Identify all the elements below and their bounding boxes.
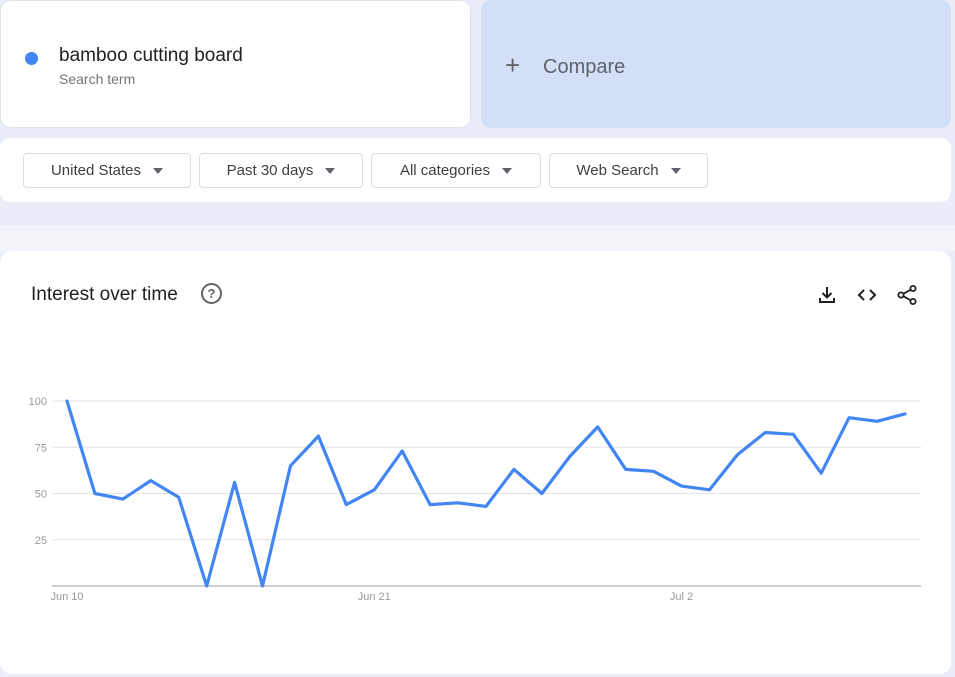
filter-region-label: United States — [50, 162, 142, 179]
compare-card[interactable] — [481, 0, 951, 128]
dropdown-caret-icon — [325, 167, 336, 174]
filter-search-type-label: Web Search — [576, 162, 659, 179]
dropdown-caret-icon — [670, 167, 681, 174]
filter-time-range[interactable]: Past 30 days — [199, 153, 363, 188]
y-axis-ticks: 25 50 75 100 — [29, 396, 47, 547]
filter-category[interactable]: All categories — [371, 153, 541, 188]
series-line-bamboo-cutting-board[interactable] — [65, 399, 907, 588]
term-color-dot — [25, 52, 38, 65]
plus-icon[interactable]: + — [505, 50, 521, 80]
filter-region[interactable]: United States — [23, 153, 191, 188]
y-tick-label: 75 — [35, 442, 47, 454]
filter-search-type[interactable]: Web Search — [549, 153, 708, 188]
search-term-card[interactable]: bamboo cutting board Search term — [0, 0, 471, 128]
y-tick-label: 25 — [35, 535, 47, 547]
filter-time-range-label: Past 30 days — [226, 162, 314, 179]
dropdown-caret-icon — [153, 167, 164, 174]
y-tick-label: 100 — [29, 396, 47, 408]
dropdown-caret-icon — [502, 167, 513, 174]
compare-button-label[interactable]: Compare — [543, 56, 626, 78]
x-tick-label: Jul 2 — [670, 591, 693, 603]
search-term-subtitle: Search term — [59, 71, 136, 87]
y-tick-label: 50 — [35, 489, 47, 501]
chart-title: Interest over time — [31, 284, 178, 305]
help-icon[interactable]: ? — [201, 283, 222, 304]
filter-bar: United States Past 30 days All categorie… — [0, 138, 951, 202]
download-icon[interactable] — [816, 284, 838, 306]
filter-category-label: All categories — [399, 162, 491, 179]
search-term-name[interactable]: bamboo cutting board — [59, 45, 243, 66]
chart-grid — [52, 400, 921, 541]
x-tick-label: Jun 10 — [50, 591, 83, 603]
x-tick-label: Jun 21 — [358, 591, 391, 603]
x-axis-ticks: Jun 10 Jun 21 Jul 2 — [50, 591, 693, 603]
interest-over-time-card: 25 50 75 100 Jun 10 Jun 21 Jul 2 Interest ove… — [0, 251, 951, 674]
embed-code-icon[interactable] — [856, 284, 878, 306]
share-icon[interactable] — [896, 284, 918, 306]
interest-chart: 25 50 75 100 Jun 10 Jun 21 Jul 2 — [29, 396, 921, 603]
section-divider — [0, 225, 955, 251]
